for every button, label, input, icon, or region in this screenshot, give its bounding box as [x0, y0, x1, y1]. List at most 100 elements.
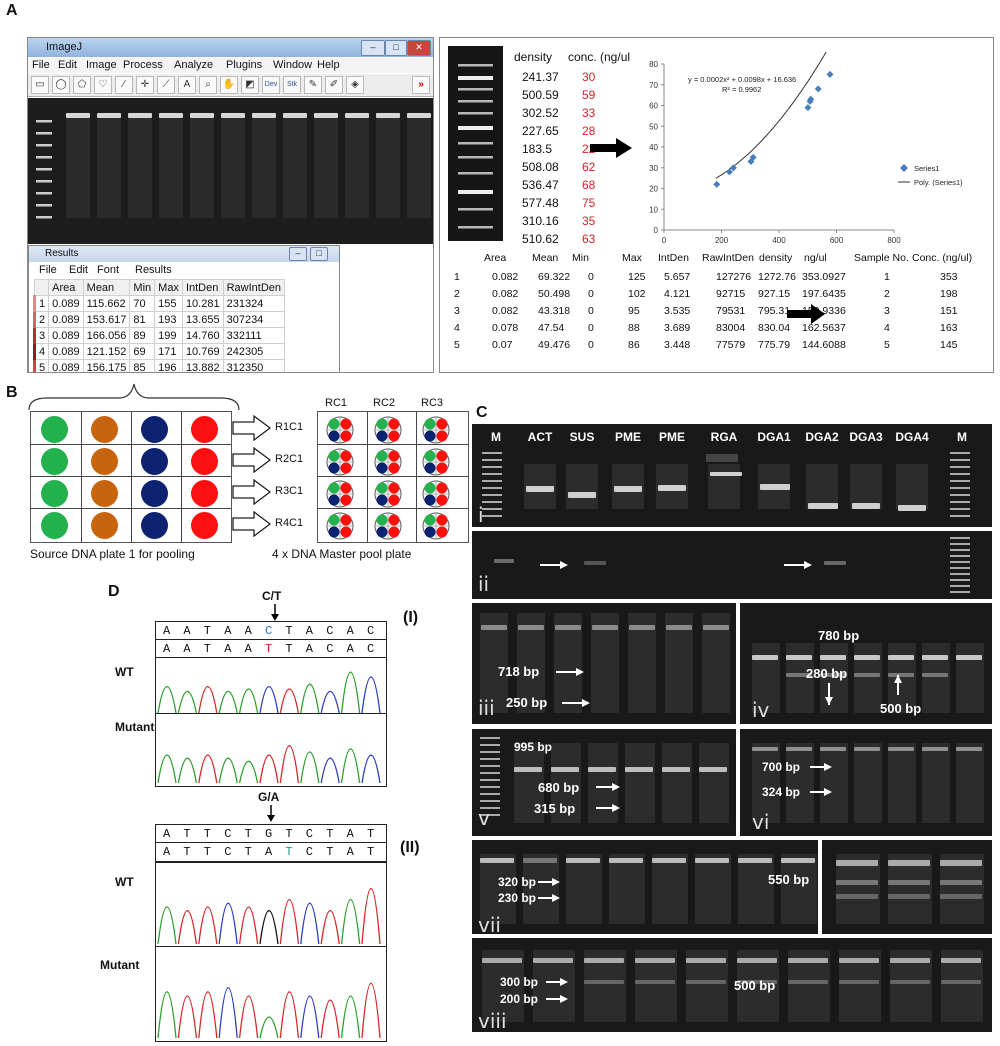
menu-help[interactable]: Help [317, 59, 340, 71]
tool-freehand-icon[interactable]: ♡ [94, 76, 112, 94]
tool-a-icon[interactable]: A [178, 76, 196, 94]
pool-dot [388, 494, 400, 506]
y-tick-label: 60 [649, 102, 658, 111]
table-row[interactable]: 4 0.089 121.152 69 171 10.769 242305 [32, 343, 286, 360]
sequence-base: T [244, 827, 252, 841]
pool-dot [424, 482, 436, 494]
tool-pick-icon[interactable]: ◩ [241, 76, 259, 94]
trace-peak [340, 748, 361, 784]
arrow-icon [590, 138, 632, 158]
summary-header: Min [572, 252, 589, 264]
table-cell: 332111 [222, 327, 286, 344]
source-well [41, 480, 68, 507]
tool-rect-icon[interactable]: ▭ [31, 76, 49, 94]
dna-band [706, 454, 738, 462]
band-arrow-head [560, 995, 568, 1003]
table-header[interactable]: Area Mean Min Max IntDen RawIntDen [33, 279, 286, 296]
tool-more-icon[interactable]: » [412, 76, 430, 94]
menu-plugins[interactable]: Plugins [226, 59, 263, 71]
menu-file[interactable]: File [32, 59, 50, 71]
source-well [141, 416, 168, 443]
minimize-button[interactable]: – [361, 40, 385, 56]
ladder-band [458, 76, 493, 80]
tool-poly-icon[interactable]: ⬠ [73, 76, 91, 94]
tool-fill-icon[interactable]: ◈ [346, 76, 364, 94]
ladder-band [950, 459, 970, 461]
down-arrow-icon [271, 604, 279, 621]
table-row[interactable]: 5 0.089 156.175 85 196 13.882 312350 [32, 359, 286, 372]
band-size-label: 200 bp [500, 992, 538, 1006]
results-menu-font[interactable]: Font [97, 264, 120, 276]
results-maximize-button[interactable]: □ [310, 247, 328, 261]
imagej-titlebar[interactable]: ImageJ – □ ✕ [28, 38, 433, 57]
tool-hand-icon[interactable]: ✋ [220, 76, 238, 94]
tool-oval-icon[interactable]: ◯ [52, 76, 70, 94]
menu-edit[interactable]: Edit [58, 59, 77, 71]
tool-pencil-icon[interactable]: ✎ [304, 76, 322, 94]
menu-analyze[interactable]: Analyze [174, 59, 214, 71]
chromatogram-mut-1 [155, 713, 387, 787]
pool-dot [388, 526, 400, 538]
maximize-button[interactable]: □ [385, 40, 407, 56]
wt-label-2: WT [115, 875, 134, 889]
ladder-band [950, 567, 970, 569]
tool-zoom-icon[interactable]: ⌕ [199, 76, 217, 94]
results-menu-file[interactable]: File [39, 264, 57, 276]
row-divider [318, 444, 468, 445]
results-menu-edit[interactable]: Edit [69, 264, 88, 276]
dna-band [839, 958, 879, 963]
summary-header: Conc. (ng/ul) [912, 252, 973, 264]
panel-label-d: D [108, 583, 120, 600]
table-cell: 69 [129, 343, 156, 360]
table-row[interactable]: 2 0.089 153.617 81 193 13.655 307234 [32, 311, 286, 328]
close-button[interactable]: ✕ [407, 40, 431, 56]
sequence-base: C [265, 624, 273, 638]
band-size-label: 780 bp [818, 628, 859, 643]
results-minimize-button[interactable]: – [289, 247, 307, 261]
pool-dot [328, 494, 340, 506]
sequence-base: T [285, 845, 293, 859]
source-well [141, 448, 168, 475]
table-cell: 0.089 [48, 295, 84, 312]
pool-dot [328, 526, 340, 538]
sequence-base: T [244, 845, 252, 859]
table-row[interactable]: 1 0.089 115.662 70 155 10.281 231324 [32, 295, 286, 312]
ladder-band [950, 466, 970, 468]
menu-process[interactable]: Process [123, 59, 163, 71]
tool-point-icon[interactable]: ✛ [136, 76, 154, 94]
dna-band [494, 559, 514, 563]
dna-smear [922, 643, 950, 713]
dna-band [788, 980, 828, 984]
table-row[interactable]: 3 0.089 166.056 89 199 14.760 332111 [32, 327, 286, 344]
pool-dot [376, 418, 388, 430]
menu-window[interactable]: Window [273, 59, 313, 71]
table-cell: 10.769 [181, 343, 224, 360]
tool-line-icon[interactable]: ∕ [115, 76, 133, 94]
seq-divider [156, 842, 386, 843]
imagej-toolbar: ▭ ◯ ⬠ ♡ ∕ ✛ ⟋ A ⌕ ✋ ◩ Dev Stk ✎ ✐ ◈ » [28, 74, 433, 97]
dna-band [786, 673, 812, 677]
tool-brush-icon[interactable]: ✐ [325, 76, 343, 94]
results-titlebar[interactable]: Results – □ [29, 246, 339, 262]
table-cell: 5 [32, 359, 50, 372]
density-value: 183.5 [522, 142, 553, 156]
right-arrow-icon [232, 415, 272, 441]
results-menu-results[interactable]: Results [135, 264, 172, 276]
band-arrow-head [894, 675, 902, 683]
dna-band [695, 858, 729, 863]
menu-image[interactable]: Image [86, 59, 117, 71]
sample-band [376, 113, 400, 118]
table-cell: Min [129, 279, 156, 296]
arrow-shape [232, 479, 272, 505]
dna-band [941, 958, 981, 963]
table-cell: Area [48, 279, 84, 296]
tool-wand-icon[interactable]: ⟋ [157, 76, 175, 94]
row-label: R2C1 [275, 453, 304, 465]
dna-band [888, 860, 930, 866]
tool-stk-icon[interactable]: Stk [283, 76, 301, 94]
tool-dev-icon[interactable]: Dev [262, 76, 280, 94]
sequence-base: C [305, 845, 313, 859]
pool-well [326, 416, 354, 444]
trace-peak [198, 686, 218, 714]
dna-smear [566, 854, 602, 924]
